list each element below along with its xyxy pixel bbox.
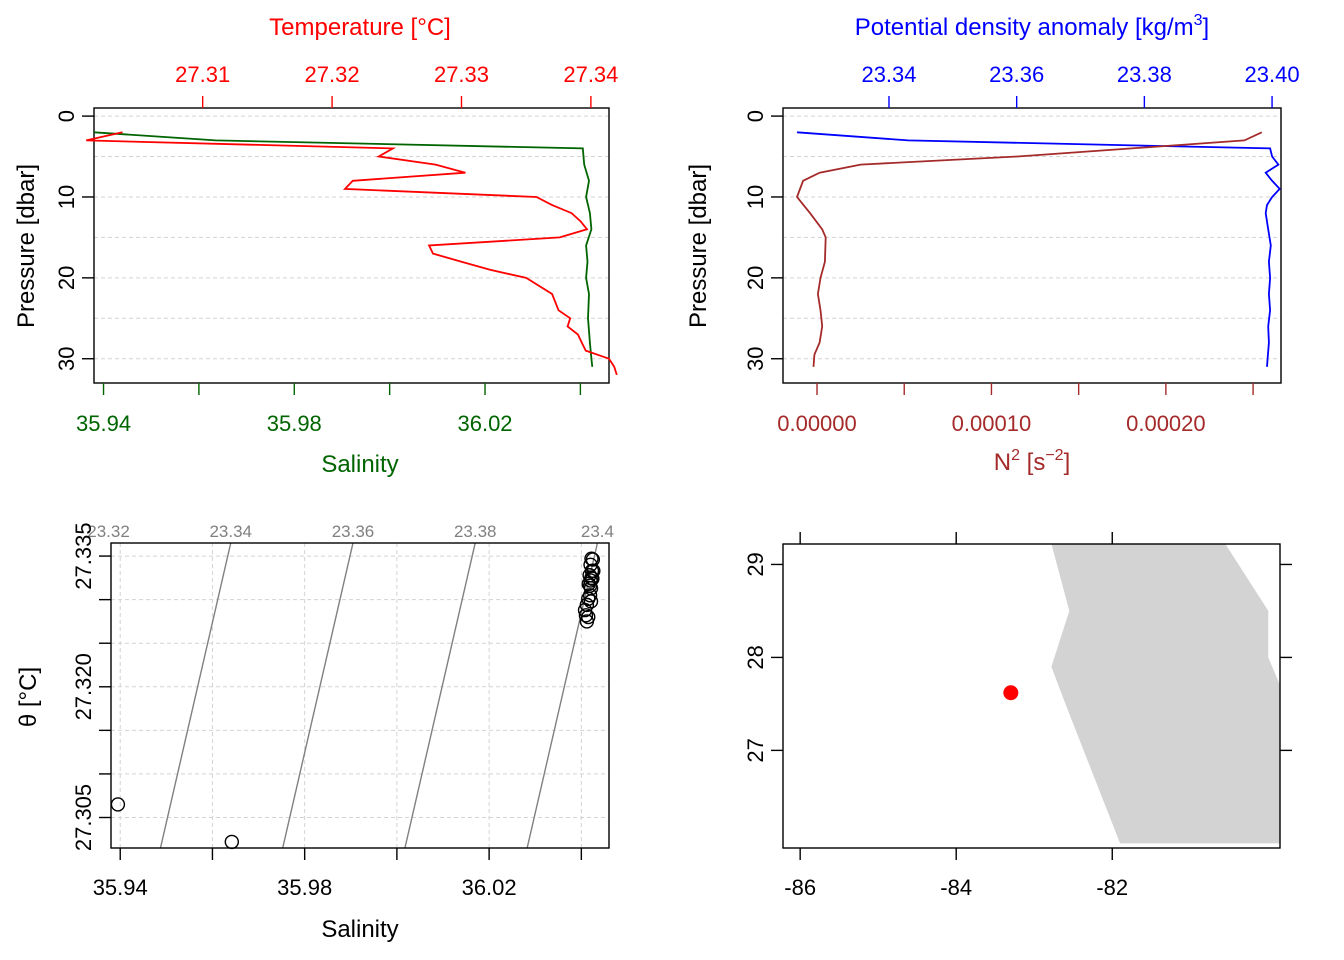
temperature-line xyxy=(86,131,618,376)
p2-density-tick-label: 23.38 xyxy=(1117,62,1172,87)
p4-lat-tick-label: 28 xyxy=(743,645,768,669)
p1-salinity-tick-label: 36.02 xyxy=(457,411,512,436)
p3-grid xyxy=(111,543,609,848)
p1-pressure-tick-label: 10 xyxy=(54,185,79,209)
p1-pressure-tick-label: 0 xyxy=(54,110,79,122)
p4-lon-tick-label: -84 xyxy=(940,875,972,900)
p3-plot-frame xyxy=(110,542,610,849)
p1-temperature-tick-label: 27.33 xyxy=(434,62,489,87)
ts-data-point xyxy=(586,563,601,579)
station-marker xyxy=(1003,685,1019,701)
p1-temperature-tick-label: 27.34 xyxy=(563,62,618,87)
p3-points xyxy=(110,551,601,850)
isopycnal-label: 23.32 xyxy=(87,522,130,541)
p2-n2-tick-label: 0.00000 xyxy=(777,411,857,436)
p3-y-tick-label: 27.305 xyxy=(71,784,96,851)
p1-salinity-tick-label: 35.94 xyxy=(76,411,131,436)
ts-data-point xyxy=(224,834,240,850)
p2-pressure-tick-label: 0 xyxy=(743,110,768,122)
ts-data-point xyxy=(579,614,595,629)
p1-pressure-axis-title: Pressure [dbar] xyxy=(13,164,40,328)
isopycnal-line xyxy=(159,543,232,848)
isopycnal-line xyxy=(526,543,599,848)
panel-density-profile: 23.34 23.36 23.38 23.40 0.00000 0.00010 0.0002… xyxy=(685,12,1300,476)
p1-plot-frame xyxy=(93,107,610,384)
p3-x-tick-label: 35.94 xyxy=(93,875,148,900)
p4-axes: -86 -84 -82 27 28 29 xyxy=(743,532,1292,900)
isopycnal-line xyxy=(282,543,354,848)
p1-grid xyxy=(94,115,609,360)
p2-grid xyxy=(783,115,1281,360)
p4-plot-frame xyxy=(782,543,1281,849)
p3-axes: 23.32 23.34 23.36 23.38 23.4 35.94 35.98 36.02 2… xyxy=(71,522,614,900)
p3-y-tick-label: 27.320 xyxy=(71,653,96,720)
ts-data-point xyxy=(110,797,126,812)
p2-density-tick-label: 23.40 xyxy=(1245,62,1300,87)
p1-series xyxy=(86,131,618,376)
p4-lon-tick-label: -82 xyxy=(1096,875,1128,900)
p2-series xyxy=(795,131,1281,367)
p3-isopycnals xyxy=(159,543,599,848)
p2-pressure-tick-label: 10 xyxy=(743,185,768,209)
p2-n2-tick-label: 0.00020 xyxy=(1126,411,1206,436)
panel-ts-profile: 27.31 27.32 27.33 27.34 35.94 35.98 36.02 0 10 20… xyxy=(13,14,618,478)
p1-axes: 27.31 27.32 27.33 27.34 35.94 35.98 36.02 0 10 20… xyxy=(54,62,618,436)
p2-pressure-tick-label: 30 xyxy=(743,346,768,370)
p3-theta-axis-title: θ [°C] xyxy=(15,667,42,727)
ts-data-point xyxy=(578,608,594,623)
p1-temperature-tick-label: 27.32 xyxy=(305,62,360,87)
p1-temperature-tick-label: 27.31 xyxy=(175,62,230,87)
density-line xyxy=(796,131,1281,367)
p4-lon-tick-label: -86 xyxy=(784,875,816,900)
p4-lat-tick-label: 29 xyxy=(743,552,768,576)
panel-station-map: -86 -84 -82 27 28 29 xyxy=(743,532,1292,900)
p3-y-tick-label: 27.335 xyxy=(71,522,96,589)
ts-data-point xyxy=(581,591,596,606)
isopycnal-label: 23.34 xyxy=(209,522,252,541)
ts-data-point xyxy=(577,602,593,618)
p3-x-tick-label: 36.02 xyxy=(462,875,517,900)
p2-n2-tick-label: 0.00010 xyxy=(952,411,1032,436)
p4-land xyxy=(1051,544,1280,844)
p3-x-tick-label: 35.98 xyxy=(277,875,332,900)
isopycnal-label: 23.38 xyxy=(454,522,497,541)
isopycnal-label: 23.36 xyxy=(332,522,375,541)
p2-plot-frame xyxy=(782,107,1282,384)
p1-temperature-axis-title: Temperature [°C] xyxy=(269,14,451,41)
p1-salinity-tick-label: 35.98 xyxy=(267,411,322,436)
isopycnal-label: 23.4 xyxy=(581,522,614,541)
p2-pressure-tick-label: 20 xyxy=(743,266,768,290)
land-polygon xyxy=(1051,544,1280,844)
panel-ts-diagram: 23.32 23.34 23.36 23.38 23.4 35.94 35.98 36.02 2… xyxy=(15,522,614,943)
p2-pressure-axis-title: Pressure [dbar] xyxy=(685,164,712,328)
p4-station xyxy=(1003,685,1019,701)
salinity-line xyxy=(93,131,594,367)
p3-salinity-axis-title: Salinity xyxy=(321,916,398,943)
p1-salinity-axis-title: Salinity xyxy=(321,451,398,478)
p4-lat-tick-label: 27 xyxy=(743,738,768,762)
p2-density-tick-label: 23.34 xyxy=(861,62,916,87)
p1-pressure-tick-label: 30 xyxy=(54,346,79,370)
p2-density-tick-label: 23.36 xyxy=(989,62,1044,87)
n2-line xyxy=(795,131,1263,367)
p2-density-axis-title: Potential density anomaly [kg/m3] xyxy=(855,12,1209,41)
p2-axes: 23.34 23.36 23.38 23.40 0.00000 0.00010 0.0002… xyxy=(743,62,1300,436)
p2-n2-axis-title: N2 [s−2] xyxy=(994,447,1071,476)
isopycnal-line xyxy=(404,543,476,848)
p1-pressure-tick-label: 20 xyxy=(54,266,79,290)
